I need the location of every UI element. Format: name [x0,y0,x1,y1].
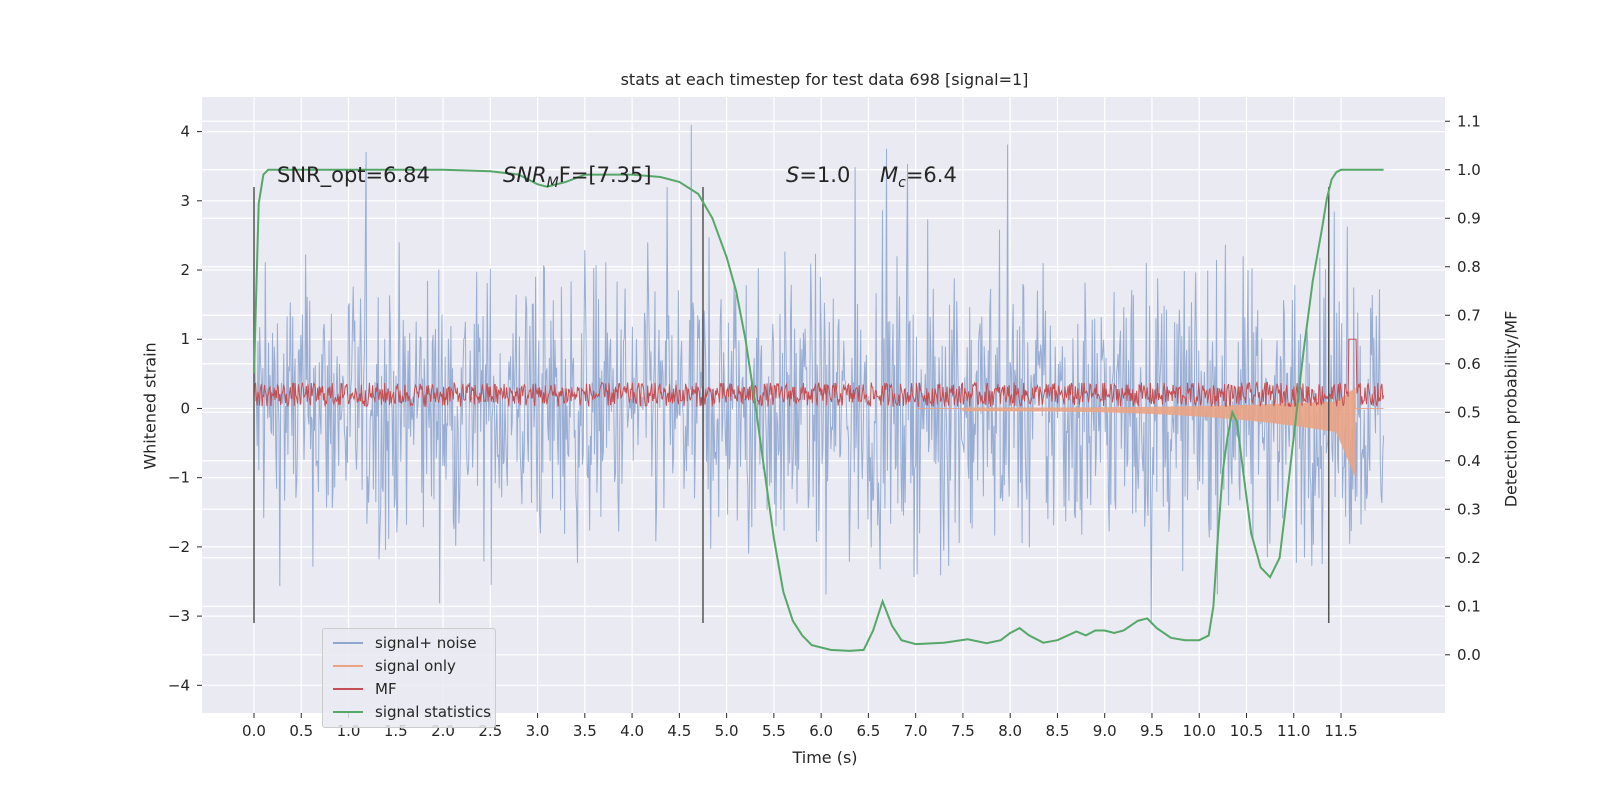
y2-tick-label: 1.1 [1457,112,1481,130]
legend-swatch [333,642,363,644]
x-tick-label: 9.5 [1140,722,1164,740]
series-signal-only [915,387,1384,477]
x-tick-label: 0.0 [242,722,266,740]
y2-tick-label: 0.4 [1457,452,1481,470]
legend-label: signal only [375,657,456,675]
y-tick-label: 3 [180,192,190,210]
y-tick-label: −3 [168,607,190,625]
y-tick-label: 2 [180,261,190,279]
x-tick-label: 10.5 [1230,722,1263,740]
chart-title: stats at each timestep for test data 698… [620,70,1029,89]
x-tick-label: 6.5 [856,722,880,740]
legend: signal+ noise signal only MF signal stat… [322,628,496,728]
x-tick-label: 6.0 [809,722,833,740]
y-tick-label: 0 [180,399,190,417]
annotation-snr-mf: SNRMF=[7.35] [503,163,652,192]
series-signal-noise [253,124,1385,625]
y-axis-label: Whitened strain [140,342,160,470]
y-tick-label: 4 [180,123,190,141]
y2-tick-label: 0.3 [1457,500,1481,518]
y2-tick-label: 0.0 [1457,646,1481,664]
y-tick-label: −4 [168,676,190,694]
y-tick-label: −2 [168,538,190,556]
annotation-mc: Mc=6.4 [880,163,957,192]
x-axis-label: Time (s) [792,748,858,767]
x-tick-label: 7.5 [951,722,975,740]
x-tick-label: 7.0 [904,722,928,740]
y2-tick-label: 1.0 [1457,161,1481,179]
legend-label: signal statistics [375,703,492,721]
x-tick-label: 3.5 [573,722,597,740]
legend-label: signal+ noise [375,634,477,652]
legend-item-signal-only: signal only [333,656,456,676]
y2-tick-label: 0.2 [1457,549,1481,567]
x-tick-label: 3.0 [526,722,550,740]
legend-item-signal-statistics: signal statistics [333,702,491,722]
legend-label: MF [375,680,397,698]
x-tick-label: 10.0 [1183,722,1216,740]
x-tick-label: 4.0 [620,722,644,740]
x-tick-label: 8.0 [998,722,1022,740]
series-signal-statistics [253,168,1384,652]
series-mf [253,338,1385,408]
legend-swatch [333,688,363,690]
legend-swatch [333,711,363,713]
annotation-snr-opt: SNR_opt=6.84 [277,163,430,187]
legend-item-signal-noise: signal+ noise [333,633,477,653]
y2-tick-label: 0.6 [1457,355,1481,373]
y-tick-label: −1 [168,469,190,487]
y-tick-label: 1 [180,330,190,348]
legend-item-mf: MF [333,679,397,699]
x-tick-label: 8.5 [1046,722,1070,740]
y2-tick-label: 0.8 [1457,258,1481,276]
x-tick-label: 11.0 [1277,722,1310,740]
x-tick-label: 4.5 [667,722,691,740]
x-tick-label: 11.5 [1324,722,1357,740]
legend-swatch [333,665,363,667]
x-tick-label: 5.0 [715,722,739,740]
x-tick-label: 0.5 [289,722,313,740]
x-tick-label: 9.0 [1093,722,1117,740]
y2-axis-label: Detection probability/MF [1501,310,1521,508]
x-tick-label: 5.5 [762,722,786,740]
y2-tick-label: 0.1 [1457,597,1481,615]
y2-tick-label: 0.9 [1457,209,1481,227]
y2-tick-label: 0.5 [1457,403,1481,421]
y2-tick-label: 0.7 [1457,306,1481,324]
annotation-s: S=1.0 [786,163,851,187]
